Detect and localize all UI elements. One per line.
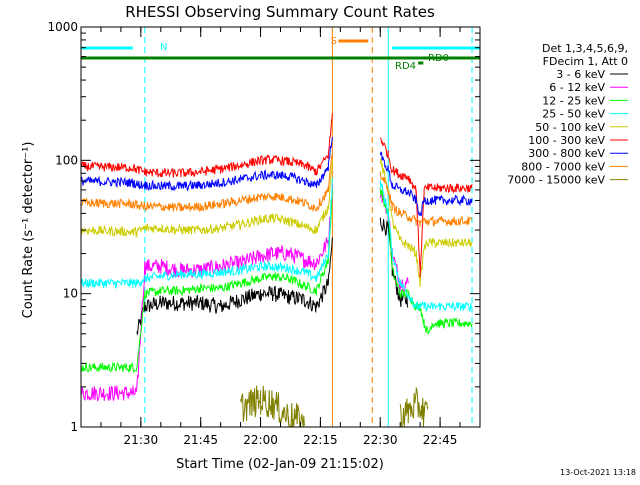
x-tick-label-3: 22:00 [243,433,278,447]
legend: Det 1,3,4,5,6,9,FDecim 1, Att 03 - 6 keV… [507,42,628,187]
series-line-4 [81,177,473,313]
x-tick-label-2: 21:45 [183,433,218,447]
series-line-3 [81,188,473,374]
legend-label-5: 50 - 100 keV [535,121,605,134]
plot-area: N S RD0 RD4 [81,27,480,427]
state-bar-label-2: S [331,36,337,47]
axes: 1 10 100 1000 21:30 21:45 22:00 22:15 22:30 22:45 [47,20,481,447]
legend-header-1: Det 1,3,4,5,6,9, [542,42,628,55]
y-tick-label-1: 1 [70,420,78,434]
state-bar-label-4: RD4 [395,61,416,72]
plot-inner [81,27,473,427]
x-tick-label-1: 21:30 [124,433,159,447]
x-tick-label-6: 22:45 [423,433,458,447]
y-tick-label-4: 1000 [47,20,78,34]
x-axis-label: Start Time (02-Jan-09 21:15:02) [176,457,384,472]
legend-label-8: 800 - 7000 keV [521,160,605,173]
x-tick-label-5: 22:30 [363,433,398,447]
footer-timestamp: 13-Oct-2021 13:18 [560,468,636,477]
legend-label-2: 6 - 12 keV [549,81,605,94]
series-line-5 [81,158,473,288]
legend-label-4: 25 - 50 keV [542,108,605,121]
series-line-6 [81,113,473,278]
x-tick-label-4: 22:15 [303,433,338,447]
y-tick-label-2: 10 [63,287,78,301]
y-axis-label: Count Rate (s⁻¹ detector⁻¹) [21,142,36,319]
series-line-8 [81,154,473,227]
chart-title: RHESSI Observing Summary Count Rates [125,3,435,21]
series-line-7 [81,136,473,217]
series-line-9 [240,385,429,427]
state-bar-label-3: RD0 [428,53,449,64]
y-tick-label-3: 100 [55,153,78,167]
state-bar-label-1: N [160,42,167,53]
legend-header-2: FDecim 1, Att 0 [543,55,628,68]
legend-label-3: 12 - 25 keV [542,94,605,107]
legend-label-1: 3 - 6 keV [556,68,605,81]
legend-label-7: 300 - 800 keV [528,147,605,160]
legend-label-9: 7000 - 15000 keV [507,174,605,187]
legend-label-6: 100 - 300 keV [528,134,605,147]
